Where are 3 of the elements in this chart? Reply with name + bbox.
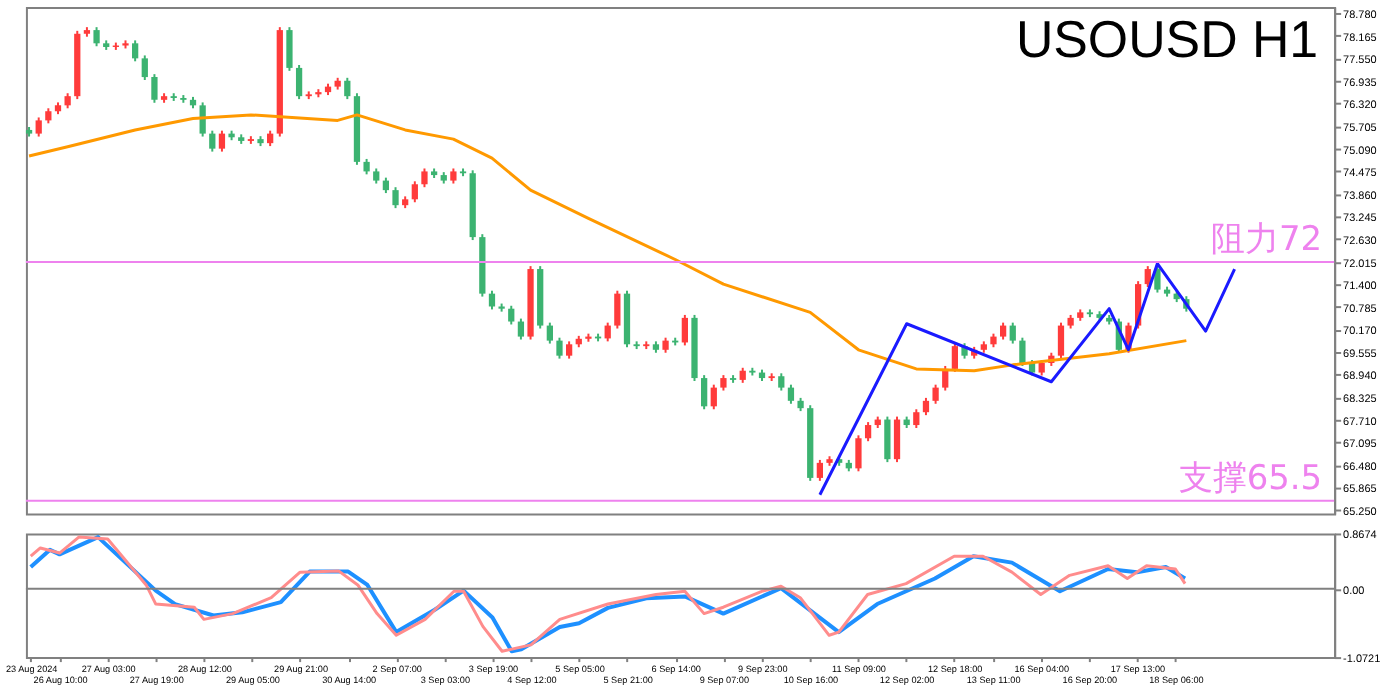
ref-line-label: 支撑65.5 [1178, 456, 1323, 497]
ref-line-label: 阻力72 [1211, 218, 1323, 259]
chart-title: USOUSD H1 [1015, 12, 1319, 69]
